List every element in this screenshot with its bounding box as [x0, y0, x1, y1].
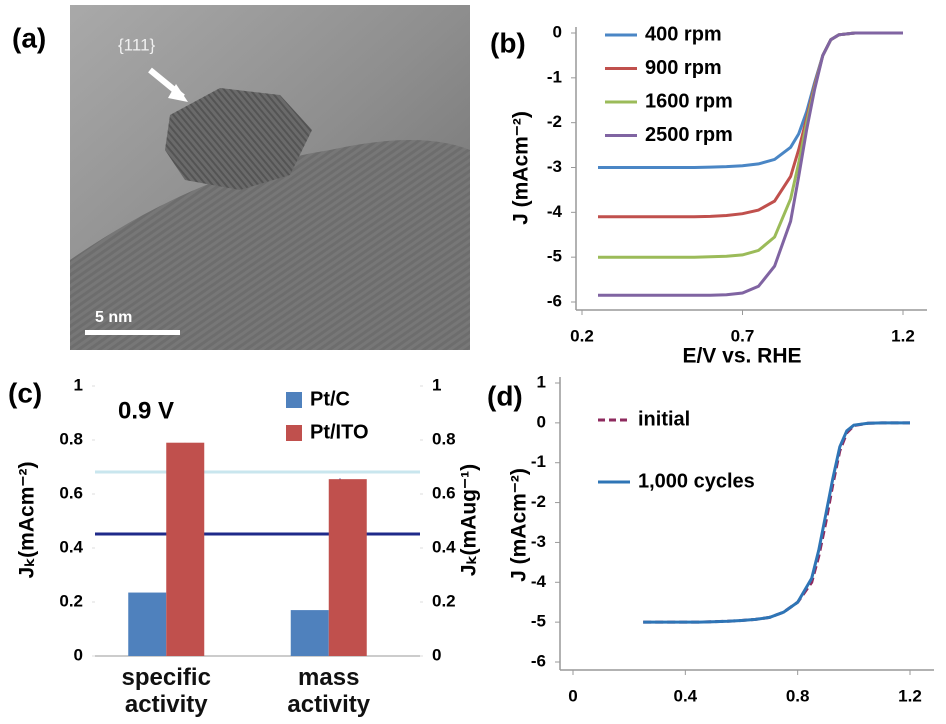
- legend-label: 2500 rpm: [645, 124, 733, 146]
- y-tick-label: -3: [531, 532, 546, 551]
- y-tick-label: 0.2: [59, 591, 83, 610]
- series-line: [643, 423, 910, 622]
- series-line: [598, 33, 903, 257]
- y2-tick-label: 0.4: [432, 537, 456, 556]
- legend-label: initial: [638, 408, 690, 430]
- scale-bar-label: 5 nm: [95, 309, 132, 326]
- y2-tick-label: 0.8: [432, 429, 456, 448]
- series-line: [598, 33, 903, 168]
- y-tick-label: 0: [74, 645, 83, 664]
- panel-label: (d): [487, 380, 523, 411]
- x-tick-label: 0: [568, 686, 577, 705]
- legend-label: 1600 rpm: [645, 90, 733, 112]
- y-tick-label: -5: [547, 247, 562, 266]
- activity-guides: [95, 442, 420, 534]
- tem-image: [70, 5, 470, 350]
- bar: [329, 479, 367, 656]
- y-tick-label: 0.6: [59, 483, 83, 502]
- x-tick-label: 1.2: [891, 326, 915, 345]
- y-axis-label: J (mAcm⁻²): [510, 111, 533, 225]
- y-tick-label: -4: [531, 572, 547, 591]
- bar: [166, 443, 204, 656]
- y-tick-label: -6: [531, 651, 546, 670]
- y-tick-label: -4: [547, 202, 563, 221]
- y2-tick-label: 0.6: [432, 483, 456, 502]
- panel-label: (c): [8, 377, 42, 408]
- y-axis-label: Jₖ(mAcm⁻²): [16, 462, 39, 579]
- x-tick-label: mass activity: [274, 664, 384, 718]
- y-tick-label: 0: [553, 22, 562, 41]
- x-tick-label: 0.2: [570, 326, 594, 345]
- x-tick-label: 1.2: [898, 686, 922, 705]
- legend-swatch: [286, 392, 302, 408]
- x-tick-label: 0.7: [731, 326, 755, 345]
- bar: [128, 593, 166, 656]
- legend-swatch: [286, 425, 302, 441]
- y-tick-label: -5: [531, 612, 546, 631]
- y-axis-label: J (mAcm⁻²): [508, 468, 531, 582]
- x-tick-label: specific activity: [111, 664, 221, 718]
- annotation: 0.9 V: [118, 397, 174, 424]
- figure-canvas: (a) {111} 5 nm (b) J (mAcm⁻²) 0 -1 -2 -3 -4 -5 -…: [0, 0, 946, 724]
- series-line: [598, 33, 903, 217]
- legend-label: 400 rpm: [645, 23, 722, 45]
- x-axis-label: E/V vs. RHE: [682, 345, 801, 368]
- legend-label: 1,000 cycles: [638, 470, 755, 492]
- bar: [291, 610, 329, 656]
- y2-axis-label: Jₖ(mAug⁻¹): [458, 464, 481, 576]
- panel-label: (a): [12, 22, 46, 53]
- panel-label: (b): [490, 27, 526, 58]
- y-tick-label: -1: [531, 452, 546, 471]
- y-tick-label: 1: [74, 375, 83, 394]
- legend-label: Pt/ITO: [310, 421, 369, 443]
- y2-tick-label: 1: [432, 375, 441, 394]
- figure: (a) {111} 5 nm (b) J (mAcm⁻²) 0 -1 -2 -3 -4 -5 -…: [0, 0, 946, 724]
- y-tick-label: 1: [537, 372, 546, 391]
- y-tick-label: -6: [547, 291, 562, 310]
- y-tick-label: -3: [547, 157, 562, 176]
- y2-tick-label: 0.2: [432, 591, 456, 610]
- y-tick-label: -1: [547, 67, 562, 86]
- x-tick-label: 0.8: [786, 686, 810, 705]
- y-tick-label: -2: [531, 492, 546, 511]
- y-tick-label: -2: [547, 112, 562, 131]
- series-line: [643, 423, 910, 622]
- legend-label: 900 rpm: [645, 57, 722, 79]
- legend-label: Pt/C: [310, 388, 350, 410]
- y-tick-label: 0.8: [59, 429, 83, 448]
- y-tick-label: 0: [537, 412, 546, 431]
- x-tick-label: 0.4: [674, 686, 698, 705]
- y2-tick-label: 0: [432, 645, 441, 664]
- y-tick-label: 0.4: [59, 537, 83, 556]
- facet-annotation: {111}: [118, 35, 156, 54]
